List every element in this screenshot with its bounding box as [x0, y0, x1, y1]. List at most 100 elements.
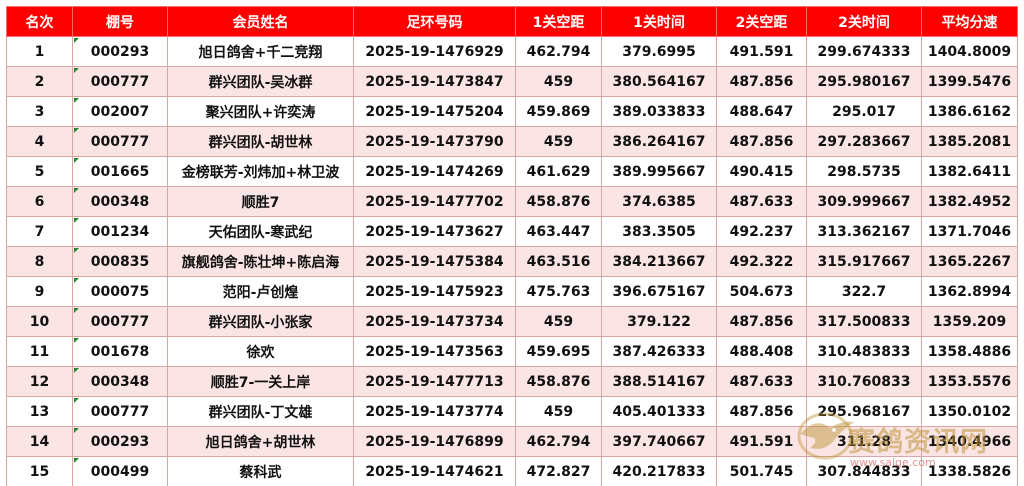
cell-stage2-distance: 504.673: [716, 276, 807, 307]
cell-average-speed: 1382.6411: [921, 156, 1018, 187]
cell-stage2-time: 298.5735: [806, 156, 922, 187]
cell-shed-number: 001678: [72, 336, 168, 367]
cell-average-speed: 1350.0102: [921, 396, 1018, 427]
cell-member-name: 旗舰鸽舍-陈壮坤+陈启海: [167, 246, 354, 277]
cell-stage2-time: 299.674333: [806, 36, 922, 67]
table-body: 1 000293 旭日鸽舍+千二竞翔 2025-19-1476929 462.794 37…: [6, 36, 1018, 486]
cell-member-name: 群兴团队-丁文雄: [167, 396, 354, 427]
table-row: 9 000075 范阳-卢创煌 2025-19-1475923 475.763 396.6…: [6, 276, 1018, 307]
cell-stage1-distance: 463.447: [515, 216, 602, 247]
table-row: 10 000777 群兴团队-小张家 2025-19-1473734 459 379.12…: [6, 306, 1018, 337]
cell-stage1-time: 389.033833: [601, 96, 717, 127]
cell-ring-number: 2025-19-1473847: [353, 66, 516, 97]
cell-rank: 9: [6, 276, 73, 307]
header-stage1-time: 1关时间: [601, 6, 717, 37]
cell-stage1-time: 396.675167: [601, 276, 717, 307]
table-row: 11 001678 徐欢 2025-19-1473563 459.695 387.4263…: [6, 336, 1018, 367]
cell-member-name: 聚兴团队+许奕涛: [167, 96, 354, 127]
cell-shed-number: 000293: [72, 426, 168, 457]
cell-average-speed: 1362.8994: [921, 276, 1018, 307]
cell-shed-number: 002007: [72, 96, 168, 127]
cell-stage2-time: 311.28: [806, 426, 922, 457]
cell-stage2-time: 295.968167: [806, 396, 922, 427]
table-row: 8 000835 旗舰鸽舍-陈壮坤+陈启海 2025-19-1475384 463.51…: [6, 246, 1018, 277]
cell-member-name: 天佑团队-寒武纪: [167, 216, 354, 247]
cell-member-name: 群兴团队-小张家: [167, 306, 354, 337]
table-row: 1 000293 旭日鸽舍+千二竞翔 2025-19-1476929 462.794 37…: [6, 36, 1018, 67]
cell-stage1-time: 388.514167: [601, 366, 717, 397]
cell-stage2-distance: 487.633: [716, 186, 807, 217]
cell-stage2-distance: 490.415: [716, 156, 807, 187]
cell-stage2-distance: 488.647: [716, 96, 807, 127]
cell-member-name: 群兴团队-吴冰群: [167, 66, 354, 97]
cell-rank: 3: [6, 96, 73, 127]
cell-average-speed: 1353.5576: [921, 366, 1018, 397]
table-header-row: 名次 棚号 会员姓名 足环号码 1关空距 1关时间 2关空距 2关时间 平均分速: [6, 6, 1018, 37]
cell-stage2-distance: 492.322: [716, 246, 807, 277]
cell-average-speed: 1399.5476: [921, 66, 1018, 97]
cell-stage2-distance: 487.856: [716, 66, 807, 97]
cell-ring-number: 2025-19-1473774: [353, 396, 516, 427]
cell-rank: 2: [6, 66, 73, 97]
cell-stage2-time: 310.483833: [806, 336, 922, 367]
cell-member-name: 群兴团队-胡世林: [167, 126, 354, 157]
cell-rank: 15: [6, 456, 73, 486]
table-row: 6 000348 顺胜7 2025-19-1477702 458.876 374.6385…: [6, 186, 1018, 217]
cell-shed-number: 000348: [72, 366, 168, 397]
cell-stage1-distance: 462.794: [515, 36, 602, 67]
cell-rank: 4: [6, 126, 73, 157]
cell-shed-number: 001665: [72, 156, 168, 187]
cell-ring-number: 2025-19-1475923: [353, 276, 516, 307]
cell-stage1-distance: 459: [515, 306, 602, 337]
cell-rank: 12: [6, 366, 73, 397]
cell-stage1-distance: 459: [515, 396, 602, 427]
cell-average-speed: 1338.5826: [921, 456, 1018, 486]
header-stage2-time: 2关时间: [806, 6, 922, 37]
table-row: 15 000499 蔡科武 2025-19-1474621 472.827 420.217…: [6, 456, 1018, 486]
header-average-speed: 平均分速: [921, 6, 1018, 37]
table-row: 14 000293 旭日鸽舍+胡世林 2025-19-1476899 462.794 39…: [6, 426, 1018, 457]
cell-stage2-time: 307.844833: [806, 456, 922, 486]
cell-stage1-distance: 472.827: [515, 456, 602, 486]
cell-stage1-time: 379.122: [601, 306, 717, 337]
cell-shed-number: 000499: [72, 456, 168, 486]
cell-stage1-time: 383.3505: [601, 216, 717, 247]
cell-shed-number: 000777: [72, 126, 168, 157]
cell-stage2-time: 295.017: [806, 96, 922, 127]
cell-stage2-distance: 487.856: [716, 306, 807, 337]
header-stage2-distance: 2关空距: [716, 6, 807, 37]
cell-stage1-distance: 475.763: [515, 276, 602, 307]
cell-stage1-distance: 458.876: [515, 186, 602, 217]
cell-member-name: 范阳-卢创煌: [167, 276, 354, 307]
cell-rank: 13: [6, 396, 73, 427]
cell-stage2-distance: 487.856: [716, 396, 807, 427]
cell-average-speed: 1386.6162: [921, 96, 1018, 127]
cell-ring-number: 2025-19-1473627: [353, 216, 516, 247]
cell-stage2-time: 297.283667: [806, 126, 922, 157]
cell-ring-number: 2025-19-1473563: [353, 336, 516, 367]
cell-stage1-time: 387.426333: [601, 336, 717, 367]
cell-stage2-distance: 488.408: [716, 336, 807, 367]
cell-stage1-distance: 459.869: [515, 96, 602, 127]
cell-rank: 8: [6, 246, 73, 277]
cell-stage1-time: 386.264167: [601, 126, 717, 157]
cell-ring-number: 2025-19-1473734: [353, 306, 516, 337]
cell-stage2-time: 315.917667: [806, 246, 922, 277]
cell-average-speed: 1404.8009: [921, 36, 1018, 67]
cell-rank: 10: [6, 306, 73, 337]
cell-stage2-time: 295.980167: [806, 66, 922, 97]
cell-ring-number: 2025-19-1475384: [353, 246, 516, 277]
cell-stage1-distance: 459: [515, 66, 602, 97]
cell-member-name: 顺胜7: [167, 186, 354, 217]
table-row: 5 001665 金榜联芳-刘炜加+林卫波 2025-19-1474269 461.62…: [6, 156, 1018, 187]
cell-member-name: 蔡科武: [167, 456, 354, 486]
cell-rank: 11: [6, 336, 73, 367]
cell-member-name: 顺胜7-一关上岸: [167, 366, 354, 397]
cell-rank: 7: [6, 216, 73, 247]
cell-average-speed: 1340.4966: [921, 426, 1018, 457]
cell-ring-number: 2025-19-1475204: [353, 96, 516, 127]
cell-stage1-distance: 459.695: [515, 336, 602, 367]
cell-ring-number: 2025-19-1476899: [353, 426, 516, 457]
cell-stage1-time: 374.6385: [601, 186, 717, 217]
cell-member-name: 旭日鸽舍+千二竞翔: [167, 36, 354, 67]
